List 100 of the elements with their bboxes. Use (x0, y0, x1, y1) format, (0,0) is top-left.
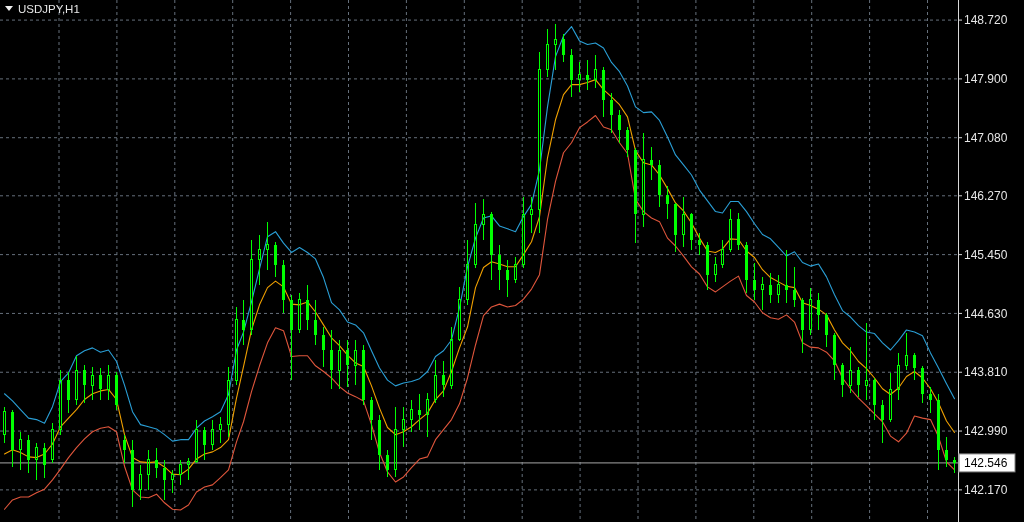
candlestick (793, 266, 796, 308)
candlestick (929, 386, 932, 414)
candlestick (370, 396, 373, 441)
candlestick (865, 322, 868, 400)
candlestick (913, 352, 916, 381)
candlestick (67, 371, 70, 414)
candlestick (27, 434, 30, 474)
y-tick-label: 144.630 (964, 306, 1008, 321)
candlestick (682, 196, 685, 248)
candlestick (841, 362, 844, 398)
y-tick-label: 147.080 (964, 130, 1008, 145)
candlestick (266, 221, 269, 271)
candlestick (945, 436, 948, 468)
candlestick (203, 426, 206, 461)
candlestick (35, 442, 38, 481)
candlestick (530, 196, 533, 234)
candlestick (514, 256, 517, 284)
candlestick (91, 366, 94, 400)
candlestick (250, 239, 253, 336)
line-series (3, 25, 956, 442)
candlestick (714, 256, 717, 283)
candlestick (554, 23, 557, 71)
candlestick (59, 369, 62, 436)
candlestick (817, 292, 820, 331)
candlestick (849, 346, 852, 394)
chart-title: USDJPY,H1 (18, 3, 80, 15)
candlestick (155, 447, 158, 479)
candlestick (274, 241, 277, 278)
candlestick (626, 126, 629, 158)
candlestick (905, 332, 908, 371)
candlestick (769, 272, 772, 304)
candlestick (466, 239, 469, 306)
candlestick (522, 196, 525, 269)
candlestick (139, 464, 142, 501)
candlestick (586, 59, 589, 91)
y-tick-label: 142.990 (964, 424, 1008, 439)
candlestick (242, 299, 245, 346)
candlestick (51, 422, 54, 464)
candlestick (418, 393, 421, 431)
candlestick (75, 355, 78, 406)
candlestick (330, 329, 333, 390)
candlestick (147, 449, 150, 491)
candlestick (506, 259, 509, 298)
candlestick (338, 339, 341, 390)
candlestick (474, 202, 477, 269)
candlestick (3, 406, 6, 444)
candlestick (163, 459, 166, 501)
candlestick (642, 132, 645, 228)
candlestick (354, 339, 357, 386)
candlestick (107, 364, 110, 400)
candlestick (19, 432, 22, 471)
candlestick (306, 284, 309, 331)
candlestick (123, 434, 126, 464)
candlestick (434, 359, 437, 404)
ref-line-label: 142.546 (964, 456, 1008, 471)
candlestick (698, 232, 701, 256)
candlestick (99, 367, 102, 400)
candlestick (402, 406, 405, 448)
candlestick (187, 457, 190, 481)
candlestick (897, 352, 900, 400)
candlestick (857, 366, 860, 398)
candlestick (227, 366, 230, 438)
candlestick (258, 234, 261, 286)
candlestick (394, 406, 397, 478)
candlestick (825, 312, 828, 348)
candlestick (785, 249, 788, 304)
candlestick (314, 299, 317, 346)
candlestick (729, 208, 732, 253)
candlestick (498, 244, 501, 291)
candlestick (753, 262, 756, 301)
candlestick (179, 459, 182, 486)
candlestick (881, 399, 884, 444)
y-tick-label: 142.170 (964, 483, 1008, 498)
candlestick (777, 274, 780, 304)
line-series (3, 114, 956, 511)
candlestick (538, 51, 541, 234)
candlestick (666, 185, 669, 220)
candlestick (171, 469, 174, 494)
candlestick (650, 146, 653, 181)
y-tick-label: 145.450 (964, 247, 1008, 262)
candlestick (211, 419, 214, 451)
candlestick (594, 54, 597, 88)
y-tick-label: 143.810 (964, 365, 1008, 380)
candlestick (618, 109, 621, 144)
candlestick (346, 339, 349, 388)
candlestick (219, 416, 222, 444)
candlestick (721, 239, 724, 269)
candlestick (562, 33, 565, 63)
candlestick (761, 276, 764, 311)
candlestick (43, 442, 46, 479)
candlestick (410, 399, 413, 433)
candlestick (546, 28, 549, 78)
candlestick (482, 198, 485, 241)
y-tick-label: 148.720 (964, 13, 1008, 28)
candlestick (889, 372, 892, 423)
candlestick (578, 61, 581, 93)
y-tick-label: 146.270 (964, 189, 1008, 204)
candlestick (322, 326, 325, 368)
candlestick (426, 392, 429, 438)
candlestick (83, 364, 86, 404)
